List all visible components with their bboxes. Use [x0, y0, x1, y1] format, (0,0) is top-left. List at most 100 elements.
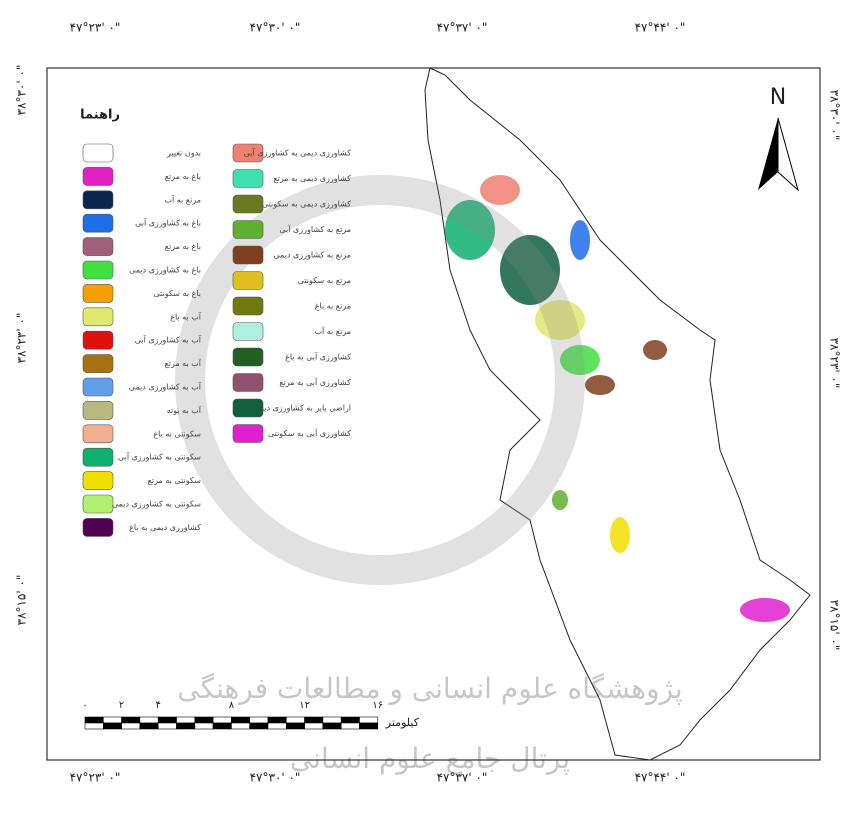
scale-tick-label: ۰: [82, 700, 87, 711]
top-coordinate: ۴۷°۴۴' ۰": [635, 21, 686, 35]
scale-tick-label: ۱۶: [372, 700, 383, 711]
legend-label: بدون تغییر: [166, 149, 201, 158]
legend-swatch: [83, 261, 113, 279]
watermark-text: پژوهشگاه علوم انسانی و مطالعات فرهنگی: [177, 672, 682, 705]
scale-segment: [323, 717, 341, 723]
legend-swatch: [83, 495, 113, 513]
bottom-coordinate: ۴۷°۳۷' ۰": [437, 771, 488, 785]
legend-swatch: [233, 348, 263, 366]
legend-swatch: [83, 238, 113, 256]
scale-segment: [360, 717, 378, 723]
legend-label: باغ به مرتع: [165, 172, 201, 181]
scale-segment: [195, 723, 213, 729]
scale-segment: [305, 723, 323, 729]
legend-label: آب به کشاورزی آبی: [135, 335, 202, 345]
left-coordinate: ۳۸°۳۰' ۰": [15, 65, 29, 116]
legend-label: کشاورزی دیمی به کشاورزی آبی: [244, 148, 352, 158]
legend-label: مرتع به باغ: [315, 302, 351, 311]
legend-swatch: [233, 272, 263, 290]
legend-label: سکونتی به مرتع: [148, 476, 202, 485]
legend-label: مرتع به کشاورزی آبی: [279, 224, 351, 234]
scale-segment: [250, 717, 268, 723]
legend-label: آب به بوته: [167, 405, 202, 415]
scale-segment: [231, 723, 249, 729]
scale-segment: [122, 723, 140, 729]
legend-label: کشاورزی آبی به مرتع: [279, 377, 351, 387]
right-coordinate: ۳۸°۱۵' ۰": [828, 600, 842, 651]
scale-segment: [341, 717, 359, 723]
legend-label: سکونتی به کشاورزی آبی: [118, 452, 201, 462]
right-coordinate: ۳۸°۳۰' ۰": [828, 90, 842, 141]
scale-segment: [231, 717, 249, 723]
legend-swatch: [233, 195, 263, 213]
right-coordinate: ۳۸°۲۳' ۰": [828, 338, 842, 389]
top-coordinate: ۴۷°۳۰' ۰": [250, 21, 301, 35]
scale-segment: [341, 723, 359, 729]
scale-segment: [195, 717, 213, 723]
legend-swatch: [83, 472, 113, 490]
legend-label: کشاورزی دیمی به سکونتی: [262, 200, 351, 209]
legend-swatch: [83, 167, 113, 185]
map: N پژوهشگاه علوم انسانی و مطالعات فرهنگی پ…: [0, 0, 846, 839]
scale-segment: [140, 723, 158, 729]
legend-swatch: [83, 331, 113, 349]
legend-swatch: [83, 448, 113, 466]
scale-segment: [158, 717, 176, 723]
scale-segment: [85, 723, 103, 729]
scale-segment: [268, 717, 286, 723]
legend-label: سکونتی به کشاورزی دیمی: [112, 500, 201, 509]
legend-label: کشاورزی آبی به باغ: [285, 352, 351, 362]
scale-segment: [140, 717, 158, 723]
legend-label: مرتع به آب: [164, 194, 201, 204]
watermark-text: پرتال جامع علوم انسانی: [290, 742, 570, 775]
left-coordinate: ۳۸°۲۳' ۰": [15, 313, 29, 364]
top-coordinate: ۴۷°۲۳' ۰": [70, 21, 121, 35]
scale-segment: [305, 717, 323, 723]
legend-swatch: [83, 425, 113, 443]
legend-label: سکونتی به باغ: [153, 429, 201, 438]
scale-tick-label: ۸: [229, 700, 235, 711]
scale-segment: [213, 723, 231, 729]
bottom-coordinate: ۴۷°۲۳' ۰": [70, 771, 121, 785]
scale-tick-label: ۱۲: [299, 700, 310, 711]
left-coordinate: ۳۸°۱۵' ۰": [15, 575, 29, 626]
legend-swatch: [233, 170, 263, 188]
scale-tick-label: ۲: [119, 700, 124, 711]
legend-swatch: [233, 323, 263, 341]
scale-segment: [103, 723, 121, 729]
legend-swatch: [83, 144, 113, 162]
scale-segment: [177, 717, 195, 723]
legend-swatch: [83, 401, 113, 419]
scale-segment: [268, 723, 286, 729]
legend-label: کشاورزی دیمی به باغ: [129, 523, 201, 532]
legend-swatch: [83, 355, 113, 373]
bottom-coordinate: ۴۷°۳۰' ۰": [250, 771, 301, 785]
scale-segment: [158, 723, 176, 729]
legend-swatch: [83, 284, 113, 302]
legend-label: آب به مرتع: [164, 358, 201, 368]
legend-swatch: [233, 374, 263, 392]
legend-swatch: [83, 308, 113, 326]
scale-segment: [286, 723, 304, 729]
legend-label: باغ به کشاورزی دیمی: [129, 266, 201, 275]
legend-swatch: [83, 378, 113, 396]
legend-swatch: [233, 425, 263, 443]
legend-label: کشاورزی آبی به سکونتی: [268, 428, 351, 438]
scale-segment: [177, 723, 195, 729]
legend-swatch: [83, 518, 113, 536]
north-label: N: [770, 85, 786, 110]
legend-label: باغ به سکونتی: [153, 289, 201, 298]
scale-unit: کیلومتر: [385, 716, 420, 729]
legend-swatch: [83, 191, 113, 209]
legend-label: باغ به کشاورزی آبی: [135, 218, 201, 228]
bottom-coordinate: ۴۷°۴۴' ۰": [635, 771, 686, 785]
scale-segment: [286, 717, 304, 723]
legend-swatch: [233, 246, 263, 264]
scale-segment: [323, 723, 341, 729]
legend-swatch: [233, 297, 263, 315]
legend-label: مرتع به آب: [314, 326, 351, 336]
legend-label: آب به باغ: [170, 311, 202, 321]
legend-title: راهنما: [80, 108, 120, 123]
legend-label: اراضی بایر به کشاورزی دیمی: [253, 404, 351, 413]
legend-swatch: [233, 221, 263, 239]
